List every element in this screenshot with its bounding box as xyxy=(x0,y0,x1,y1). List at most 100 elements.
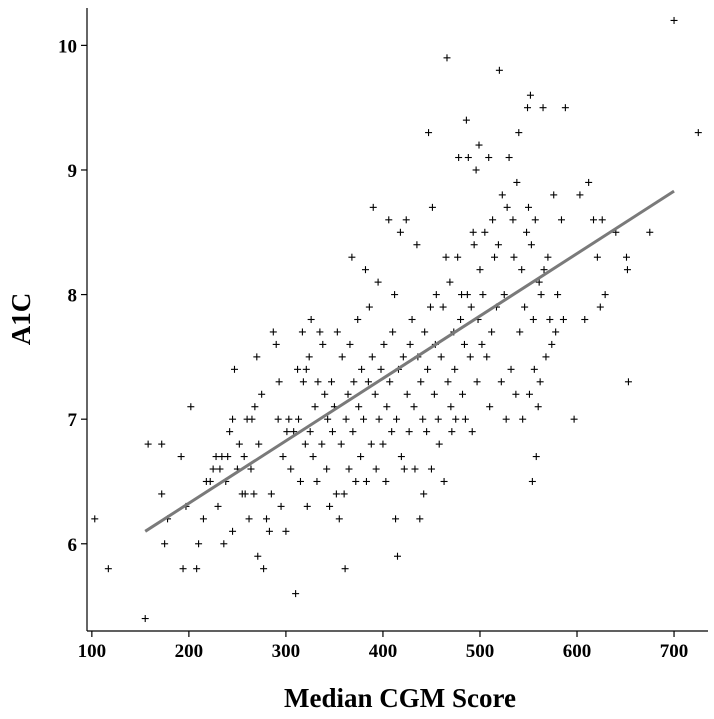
data-point xyxy=(341,565,349,573)
data-point xyxy=(371,390,379,398)
data-point xyxy=(485,154,493,162)
data-point xyxy=(472,166,480,174)
data-point xyxy=(437,353,445,361)
data-point xyxy=(328,378,336,386)
data-point xyxy=(245,515,253,523)
data-point xyxy=(229,415,237,423)
data-point xyxy=(340,490,348,498)
data-point xyxy=(513,178,521,186)
data-point xyxy=(285,415,293,423)
data-point xyxy=(321,390,329,398)
data-point xyxy=(235,440,243,448)
data-point xyxy=(462,116,470,124)
data-point xyxy=(361,266,369,274)
data-point xyxy=(326,502,334,510)
data-point xyxy=(455,154,463,162)
data-point xyxy=(386,378,394,386)
data-point xyxy=(283,428,291,436)
data-point xyxy=(694,129,702,137)
data-point xyxy=(158,440,166,448)
data-point xyxy=(269,328,277,336)
data-point xyxy=(554,291,562,299)
data-point xyxy=(345,465,353,473)
data-point xyxy=(314,378,322,386)
y-tick-label: 8 xyxy=(68,286,78,307)
data-point xyxy=(519,415,527,423)
data-point xyxy=(287,465,295,473)
data-point xyxy=(379,440,387,448)
data-point xyxy=(274,415,282,423)
data-point xyxy=(416,515,424,523)
y-axis-title: A1C xyxy=(6,293,36,346)
axes xyxy=(86,8,708,632)
data-point xyxy=(524,203,532,211)
data-point xyxy=(216,465,224,473)
data-point xyxy=(400,465,408,473)
data-point xyxy=(534,403,542,411)
data-point xyxy=(230,365,238,373)
data-point xyxy=(250,490,258,498)
x-tick-label: 200 xyxy=(175,641,204,662)
data-point xyxy=(590,216,598,224)
data-point xyxy=(507,365,515,373)
data-point xyxy=(338,353,346,361)
data-point xyxy=(295,415,303,423)
data-point xyxy=(161,540,169,548)
data-point xyxy=(349,428,357,436)
data-point xyxy=(442,253,450,261)
data-point xyxy=(596,303,604,311)
data-point xyxy=(624,378,632,386)
data-point xyxy=(461,415,469,423)
data-point xyxy=(393,415,401,423)
data-point xyxy=(311,403,319,411)
data-point xyxy=(179,565,187,573)
data-point xyxy=(601,291,609,299)
data-point xyxy=(532,453,540,461)
data-point xyxy=(313,477,321,485)
data-point xyxy=(526,91,534,99)
data-point xyxy=(247,465,255,473)
data-points xyxy=(91,16,702,623)
data-point xyxy=(523,228,531,236)
data-point xyxy=(486,403,494,411)
data-point xyxy=(377,365,385,373)
data-point xyxy=(303,502,311,510)
data-point xyxy=(410,403,418,411)
data-point xyxy=(423,428,431,436)
data-point xyxy=(319,340,327,348)
data-point xyxy=(305,353,313,361)
data-point xyxy=(290,428,298,436)
data-point xyxy=(263,515,271,523)
data-point xyxy=(302,365,310,373)
data-point xyxy=(497,378,505,386)
data-point xyxy=(255,440,263,448)
data-point xyxy=(646,228,654,236)
data-point xyxy=(392,515,400,523)
data-point xyxy=(307,316,315,323)
data-point xyxy=(478,340,486,348)
data-point xyxy=(335,515,343,523)
data-point xyxy=(267,490,275,498)
data-point xyxy=(299,378,307,386)
data-point xyxy=(368,353,376,361)
data-point xyxy=(440,477,448,485)
x-tick-label: 600 xyxy=(563,641,592,662)
data-point xyxy=(539,104,547,112)
data-point xyxy=(420,490,428,498)
data-point xyxy=(443,54,451,62)
data-point xyxy=(448,428,456,436)
data-point xyxy=(446,278,454,286)
x-tick-label: 300 xyxy=(272,641,301,662)
data-point xyxy=(527,241,535,249)
data-point xyxy=(503,203,511,211)
y-tick-label: 6 xyxy=(68,535,78,556)
data-point xyxy=(546,316,554,323)
data-point xyxy=(318,440,326,448)
data-point xyxy=(544,253,552,261)
x-ticks: 100 200 300 400 500 600 700 xyxy=(78,631,688,662)
data-point xyxy=(464,154,472,162)
data-point xyxy=(451,365,459,373)
data-point xyxy=(459,390,467,398)
data-point xyxy=(374,278,382,286)
data-point xyxy=(394,552,401,560)
